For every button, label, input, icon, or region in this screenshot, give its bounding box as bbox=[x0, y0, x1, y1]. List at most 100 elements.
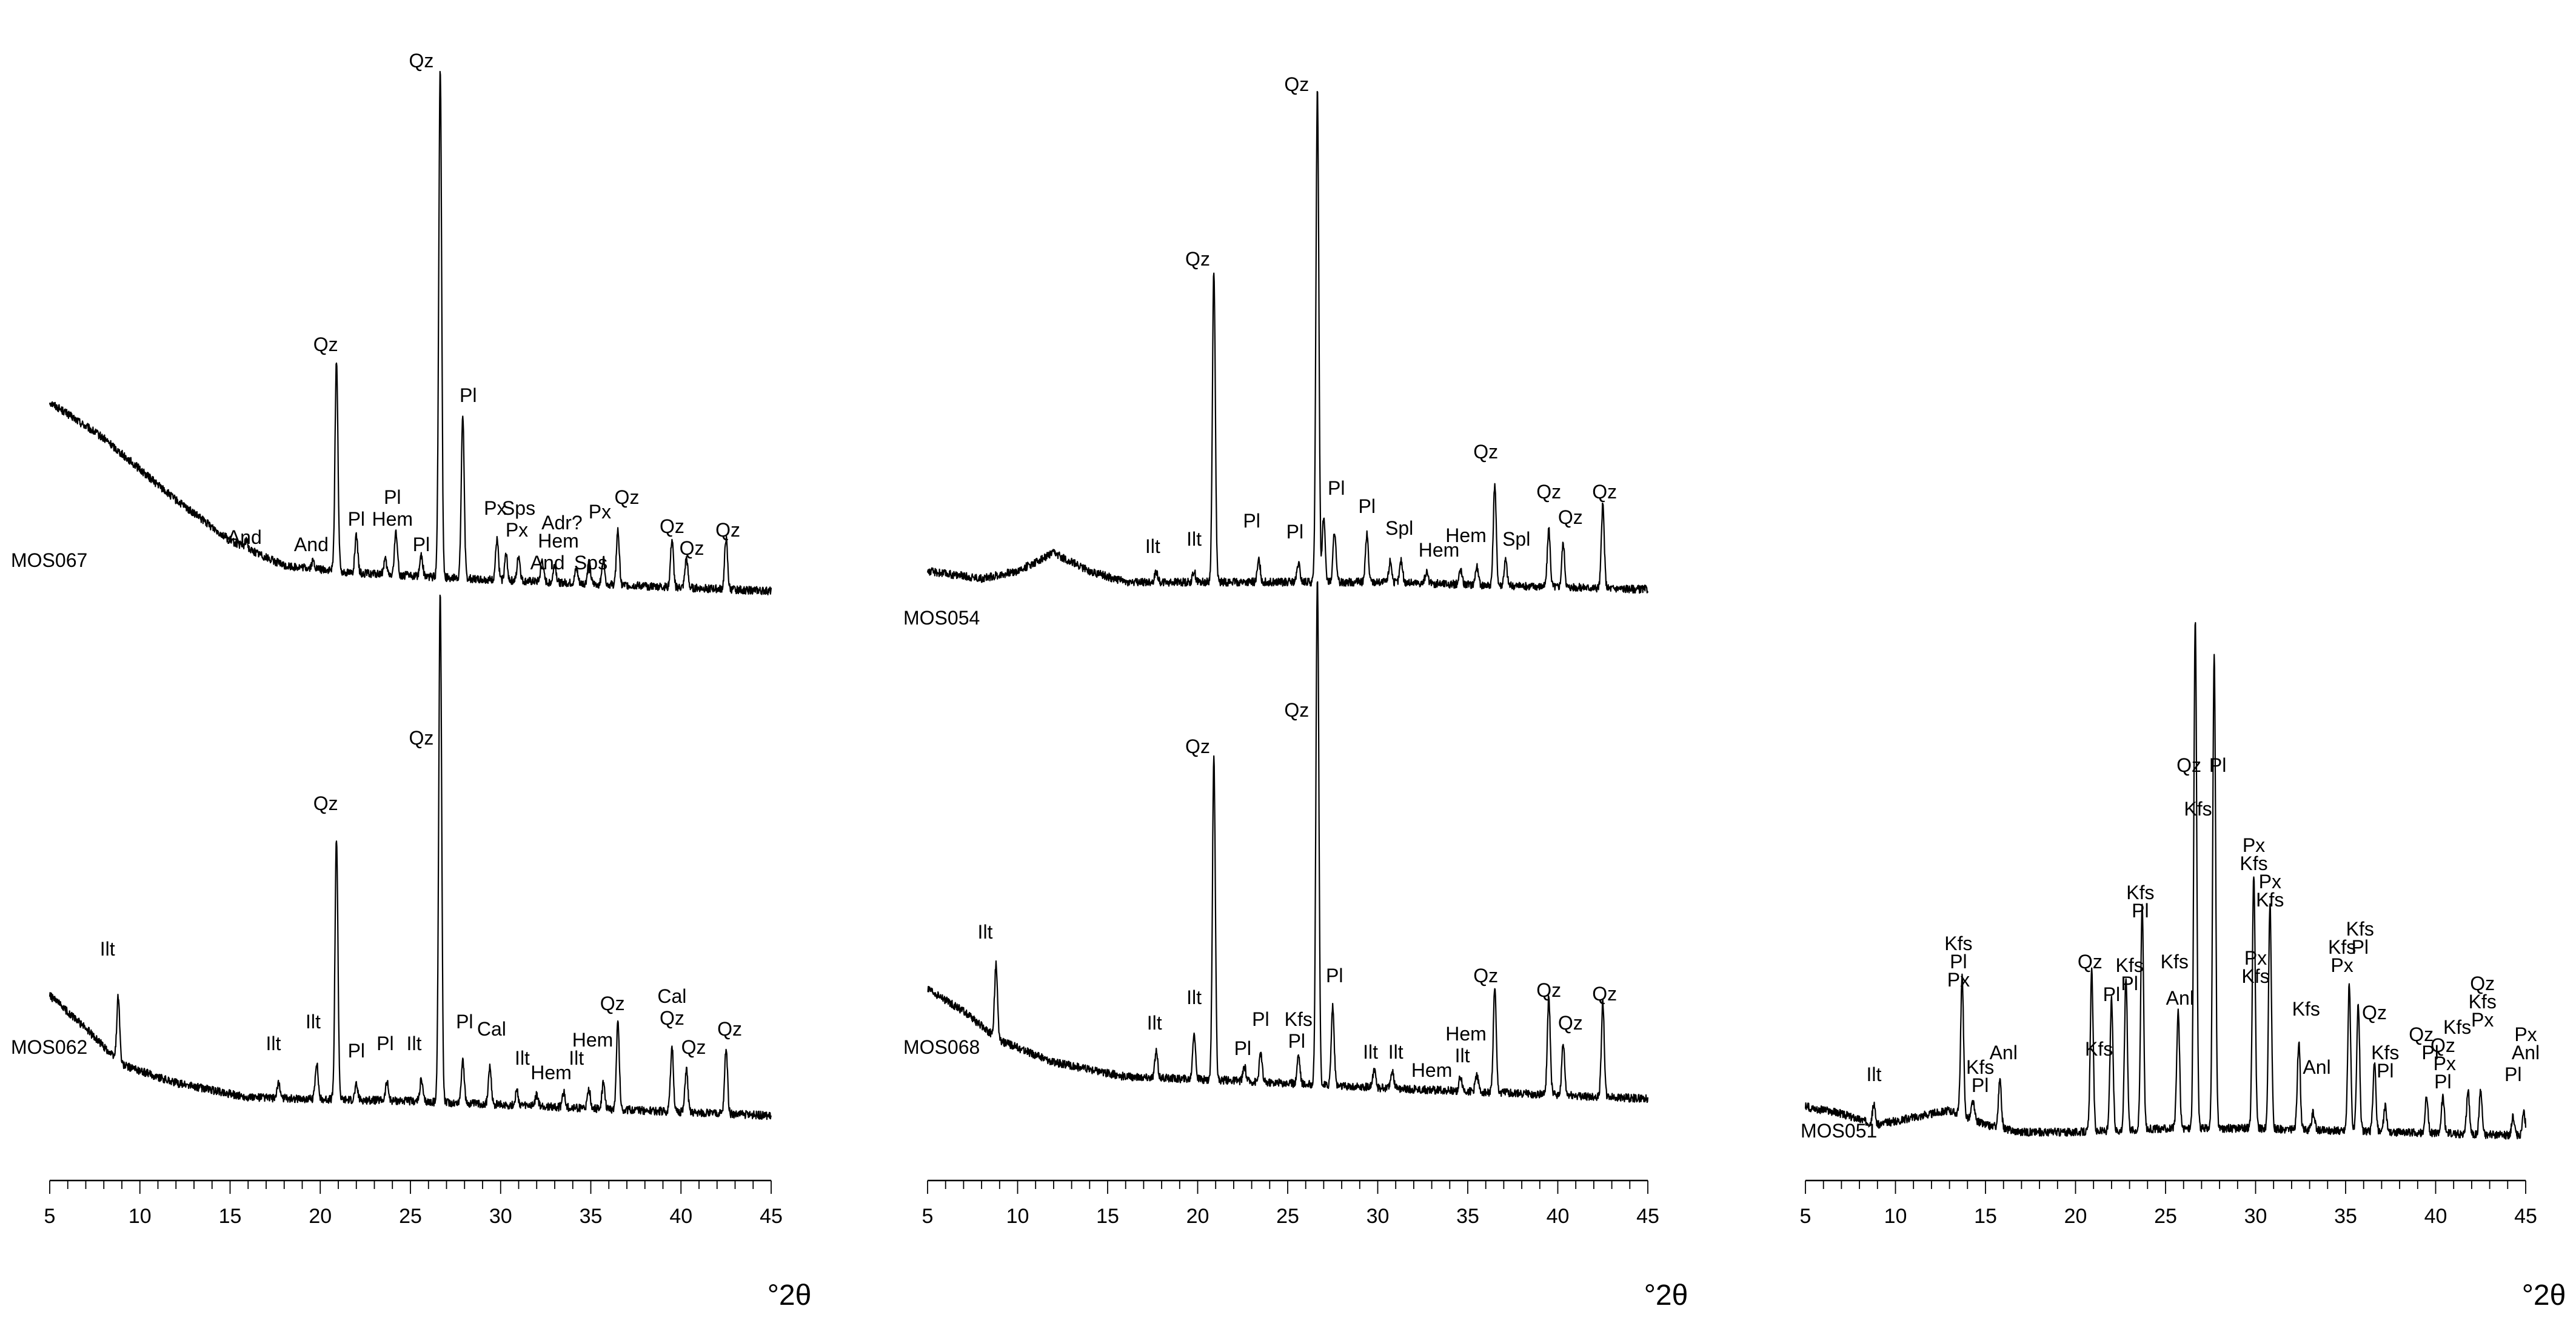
peak-label: Pl bbox=[2103, 983, 2120, 1005]
x-tick-label: 35 bbox=[1456, 1205, 1479, 1228]
sample-label: MOS054 bbox=[903, 607, 980, 629]
x-axis-panel-2: 5 10 15 20 25 30 35 40 45 °2θ bbox=[922, 1179, 1688, 1311]
peak-label: Kfs bbox=[1285, 1008, 1313, 1030]
peak-label: Kfs bbox=[2371, 1042, 2399, 1063]
sample-label: MOS067 bbox=[11, 549, 87, 571]
peak-label: And bbox=[530, 552, 565, 574]
peak-label: Qz bbox=[681, 1036, 706, 1058]
peak-label: Hem bbox=[1419, 539, 1460, 561]
peak-label: Anl bbox=[2512, 1042, 2540, 1063]
x-tick-label: 15 bbox=[1974, 1205, 1997, 1228]
peak-label: Hem bbox=[1445, 524, 1487, 546]
peak-label: Qz bbox=[2409, 1023, 2434, 1045]
peak-label: Ilt bbox=[978, 921, 993, 943]
peak-label: Px bbox=[2471, 1009, 2494, 1031]
peak-label: Hem bbox=[538, 530, 579, 552]
peak-label: Hem bbox=[530, 1062, 572, 1084]
x-tick-label: 5 bbox=[1800, 1205, 1812, 1228]
peak-label: Kfs bbox=[2161, 951, 2189, 973]
peak-label: Anl bbox=[1990, 1042, 2018, 1063]
peak-label: Qz bbox=[660, 515, 684, 537]
peak-label: Px bbox=[2244, 947, 2267, 969]
peak-label: Px bbox=[2259, 871, 2281, 893]
x-tick-label: 40 bbox=[669, 1205, 692, 1228]
peak-label: Ilt bbox=[100, 938, 115, 960]
x-tick-label: 20 bbox=[1186, 1205, 1209, 1228]
peak-label: Kfs bbox=[2126, 882, 2154, 903]
peak-label: Ilt bbox=[1388, 1041, 1403, 1063]
peak-label: Pl bbox=[2209, 754, 2226, 776]
x-tick-label: 10 bbox=[1884, 1205, 1907, 1228]
peak-label: Qz bbox=[2430, 1034, 2455, 1056]
peak-label: Qz bbox=[313, 333, 338, 355]
peak-label: Anl bbox=[2303, 1056, 2330, 1078]
peak-label: Ilt bbox=[306, 1011, 321, 1033]
peak-label: Qz bbox=[1592, 983, 1617, 1005]
peak-label: Qz bbox=[1473, 965, 1498, 986]
peak-label: Qz bbox=[2362, 1002, 2387, 1023]
x-tick-label: 25 bbox=[2154, 1205, 2177, 1228]
peak-label: Pl bbox=[1288, 1030, 1305, 1052]
peak-label: Kfs bbox=[2184, 798, 2212, 820]
peak-label: Pl bbox=[1972, 1074, 1989, 1096]
peak-label: Pl bbox=[384, 486, 401, 508]
x-tick-label: 30 bbox=[489, 1205, 512, 1228]
peak-label: Pl bbox=[2377, 1060, 2394, 1082]
x-tick-label: 15 bbox=[1096, 1205, 1119, 1228]
peak-label: Px bbox=[506, 519, 528, 541]
peak-label: Ilt bbox=[1186, 528, 1202, 550]
peak-label: Qz bbox=[1473, 441, 1498, 463]
peak-label: Qz bbox=[660, 1007, 684, 1029]
diffraction-trace bbox=[1804, 621, 2527, 1140]
peak-label: Pl bbox=[2121, 973, 2138, 994]
peak-label: Cal bbox=[477, 1018, 506, 1040]
peak-label: Pl bbox=[1326, 965, 1343, 986]
diffraction-trace bbox=[49, 594, 772, 1120]
peak-label: Qz bbox=[1185, 248, 1210, 270]
peak-label: Pl bbox=[460, 384, 477, 406]
peak-label: Pl bbox=[1243, 510, 1260, 532]
peak-label: Qz bbox=[409, 727, 433, 749]
peak-label: Kfs bbox=[2469, 991, 2497, 1013]
peak-label: Kfs bbox=[1944, 933, 1972, 954]
x-axis-panel-1: 5 10 15 20 25 30 35 40 45 °2θ bbox=[44, 1179, 812, 1311]
peak-label: Pl bbox=[2352, 936, 2369, 958]
peak-label: Hem bbox=[1411, 1059, 1453, 1081]
peak-label: Qz bbox=[1558, 506, 1583, 528]
x-tick-label: 30 bbox=[2244, 1205, 2267, 1228]
peak-label: Qz bbox=[680, 537, 704, 559]
x-tick-label: 20 bbox=[309, 1205, 332, 1228]
peak-label: Px bbox=[589, 501, 611, 523]
peak-label: Ilt bbox=[1866, 1063, 1881, 1085]
peak-label: Qz bbox=[1284, 73, 1309, 95]
peak-label: Ilt bbox=[515, 1047, 530, 1069]
peak-label: Pl bbox=[456, 1011, 473, 1033]
x-axis-unit-label: °2θ bbox=[768, 1279, 812, 1311]
x-tick-label: 35 bbox=[580, 1205, 603, 1228]
peak-label: Ilt bbox=[1186, 986, 1202, 1008]
peak-label: Px bbox=[2243, 834, 2265, 856]
peak-label: Qz bbox=[313, 792, 338, 814]
peak-label: Spl bbox=[1385, 517, 1413, 539]
peak-label: Qz bbox=[2470, 973, 2495, 994]
x-tick-label: 5 bbox=[922, 1205, 934, 1228]
peak-label: Px bbox=[484, 497, 506, 519]
peak-label: Ilt bbox=[1455, 1045, 1470, 1067]
peak-label: Pl bbox=[2504, 1063, 2521, 1085]
peak-label: Qz bbox=[1558, 1012, 1583, 1034]
peak-label: Kfs bbox=[2256, 889, 2284, 911]
sample-label: MOS051 bbox=[1801, 1120, 1877, 1142]
peak-label: Kfs bbox=[2328, 936, 2356, 958]
peak-label: Qz bbox=[1536, 481, 1561, 503]
x-tick-label: 5 bbox=[44, 1205, 56, 1228]
x-axis-unit-label: °2θ bbox=[1644, 1279, 1688, 1311]
x-tick-label: 25 bbox=[1276, 1205, 1299, 1228]
peak-label: Qz bbox=[615, 486, 640, 508]
peak-label: Kfs bbox=[2115, 954, 2143, 976]
peak-label: Px bbox=[2330, 954, 2353, 976]
peak-label: And bbox=[227, 526, 262, 548]
peak-label: Sps bbox=[502, 497, 535, 519]
